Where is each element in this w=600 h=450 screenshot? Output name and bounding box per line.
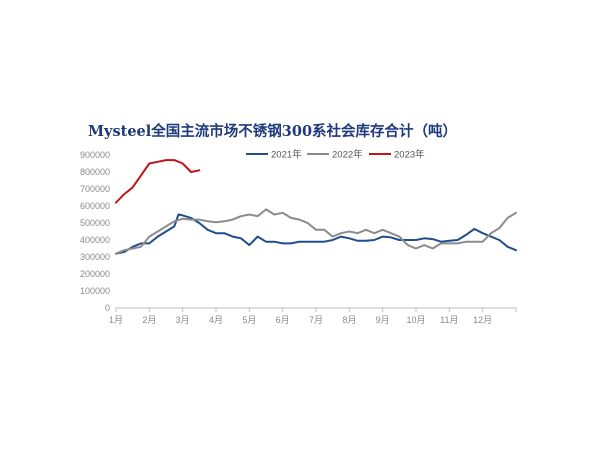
x-tick-label: 9月 [376,315,390,325]
legend-label: 2022年 [332,149,363,161]
y-tick-label: 800000 [80,167,110,177]
x-tick-label: 5月 [242,315,256,325]
series-line-2021年 [115,213,517,255]
x-tick-label: 6月 [276,315,290,325]
chart-title: Mysteel全国主流市场不锈钢300系社会库存合计（吨） [88,123,458,140]
y-tick-label: 900000 [80,150,110,160]
chart-axes: 0 100000 200000 300000 400000 500000 600000 700… [80,150,517,325]
y-tick-label: 600000 [80,201,110,211]
y-tick-label: 700000 [80,184,110,194]
x-tick-label: 8月 [342,315,356,325]
x-tick-label: 11月 [440,315,458,325]
x-tick-label: 3月 [176,315,190,325]
x-tick-label: 7月 [309,315,323,325]
x-tick-label: 1月 [109,315,123,325]
y-tick-label: 500000 [80,218,110,228]
x-tick-label: 12月 [473,315,492,325]
y-tick-label: 0 [105,303,110,313]
y-tick-label: 100000 [80,286,110,296]
x-tick-label: 2月 [142,315,156,325]
legend-label: 2021年 [271,149,302,161]
chart-series [115,159,517,255]
y-tick-label: 200000 [80,269,110,279]
series-line-2022年 [115,208,517,255]
series-line-2023年 [115,159,201,204]
legend-label: 2023年 [394,149,425,161]
x-tick-label: 4月 [209,315,223,325]
y-tick-label: 400000 [80,235,110,245]
chart-legend: 2021年 2022年 2023年 [246,149,425,161]
y-tick-label: 300000 [80,252,110,262]
x-tick-label: 10月 [406,315,425,325]
